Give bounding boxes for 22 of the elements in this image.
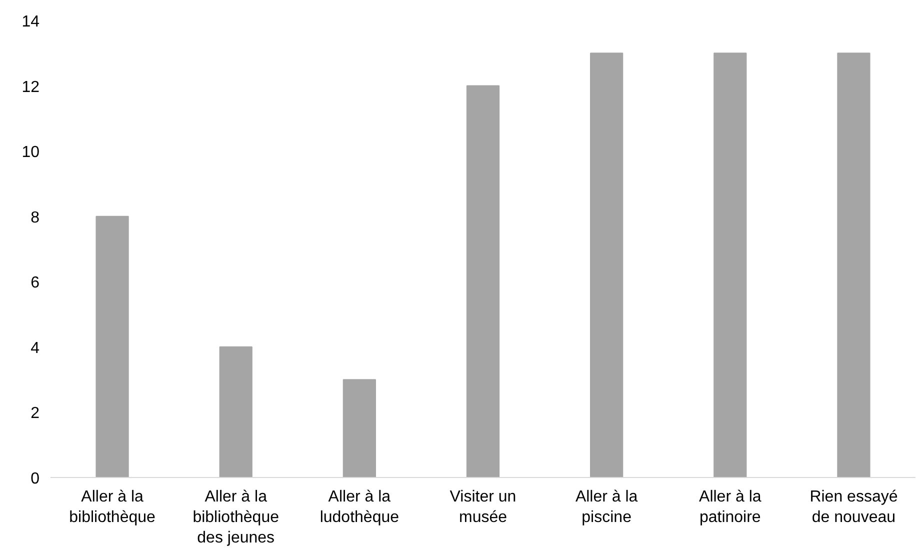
bar [342, 379, 376, 478]
y-tick-label: 4 [30, 340, 40, 357]
x-tick-label: Aller à la patinoire [699, 488, 762, 526]
y-tick-label: 8 [30, 209, 40, 226]
bar [466, 85, 500, 478]
bar [590, 52, 624, 478]
y-tick-label: 6 [30, 274, 40, 292]
x-tick-label: Aller à la ludothèque [320, 488, 400, 526]
x-tick-label: Aller à la bibliothèque [69, 488, 156, 526]
y-tick-label: 2 [30, 405, 40, 422]
y-tick-label: 14 [22, 14, 40, 30]
y-tick-label: 12 [22, 78, 40, 96]
bar [714, 52, 747, 478]
y-tick-label: 0 [30, 470, 40, 488]
x-tick-label: Rien essayé de nouveau [810, 488, 898, 526]
x-tick-label: Visiter un musée [450, 488, 516, 526]
bar [96, 216, 129, 478]
x-tick-label: Aller à la piscine [575, 488, 638, 526]
y-tick-label: 10 [22, 144, 40, 162]
bar [219, 346, 252, 478]
bar [837, 52, 870, 478]
x-tick-label: Aller à la bibliothèque des jeunes [192, 488, 280, 546]
